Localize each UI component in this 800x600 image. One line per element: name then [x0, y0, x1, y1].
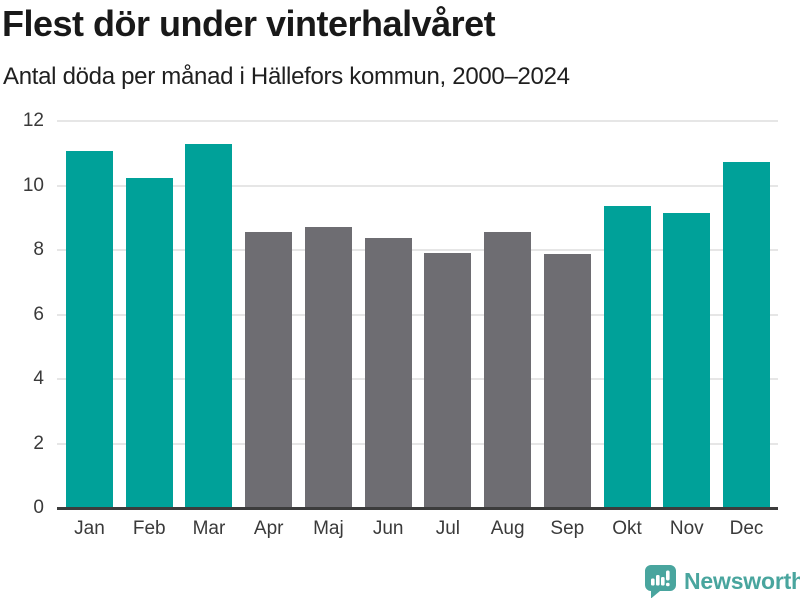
x-tick-label-aug: Aug — [490, 518, 525, 539]
bar-sep — [543, 253, 591, 508]
bar-jan — [66, 150, 113, 508]
x-tick-label-maj: Maj — [313, 518, 344, 539]
gridline-8 — [57, 249, 778, 251]
x-tick-label-mar: Mar — [192, 518, 226, 539]
gridline-10 — [57, 184, 778, 187]
y-tick-label-4: 4 — [33, 368, 44, 389]
bar-nov — [663, 212, 711, 508]
x-tick-label-jan: Jan — [74, 518, 105, 539]
x-tick-label-sep: Sep — [550, 518, 585, 539]
x-tick-label-jul: Jul — [435, 518, 461, 539]
y-tick-label-6: 6 — [33, 303, 44, 325]
newsworthy-logo: Newsworthy — [644, 564, 800, 598]
bar-jul — [424, 252, 472, 508]
y-tick-label-8: 8 — [33, 239, 44, 260]
x-tick-label-nov: Nov — [669, 518, 704, 539]
y-tick-label-12: 12 — [22, 110, 44, 131]
y-tick-label-0: 0 — [33, 497, 44, 518]
newsworthy-wordmark: Newsworthy — [684, 568, 800, 594]
chart-subtitle: Antal döda per månad i Hällefors kommun,… — [3, 63, 570, 90]
bar-dec — [723, 162, 771, 508]
x-tick-label-dec: Dec — [729, 518, 764, 539]
bar-maj — [304, 226, 352, 508]
bar-aug — [484, 231, 532, 508]
gridline-4 — [57, 378, 778, 380]
bar-mar — [185, 144, 233, 508]
bar-jun — [364, 238, 412, 508]
bar-okt — [603, 206, 651, 508]
chart-title: Flest dör under vinterhalvåret — [2, 3, 496, 44]
x-tick-label-okt: Okt — [612, 518, 642, 539]
gridline-12 — [57, 120, 778, 122]
newsworthy-bar-chart-speech-bubble-icon — [645, 565, 676, 598]
bar-apr — [245, 231, 293, 508]
bar-feb — [125, 177, 173, 508]
x-tick-label-apr: Apr — [253, 518, 284, 539]
x-tick-label-jun: Jun — [372, 518, 404, 539]
x-tick-label-feb: Feb — [132, 518, 166, 539]
bar-chart: 0 2 4 6 8 10 12 Jan Feb Mar Apr Maj Jun Jul Aug Sep Okt… — [0, 110, 800, 561]
gridline-2 — [57, 442, 778, 445]
y-tick-label-10: 10 — [22, 174, 44, 196]
x-axis-line — [57, 507, 778, 510]
gridline-6 — [57, 313, 778, 316]
y-tick-label-2: 2 — [33, 432, 44, 454]
